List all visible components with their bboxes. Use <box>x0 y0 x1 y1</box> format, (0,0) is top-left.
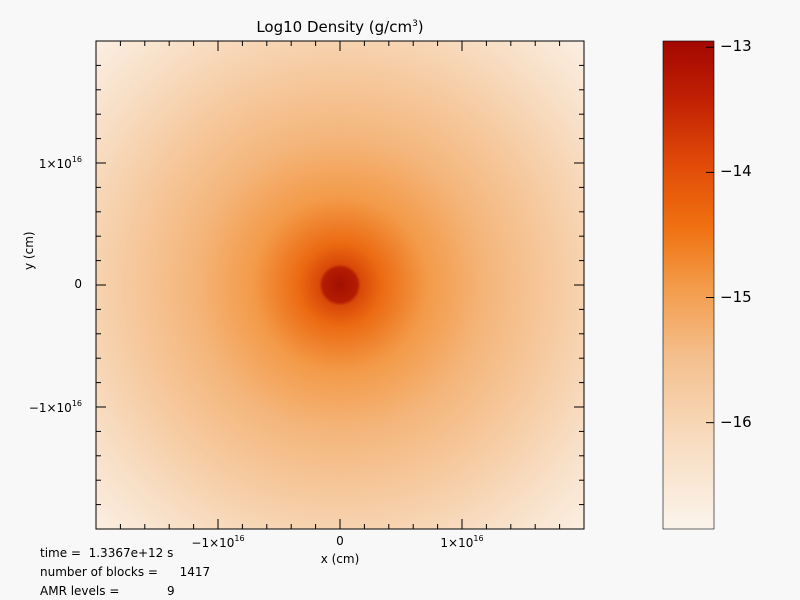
colorbar-tick-marks <box>706 46 714 424</box>
x-tick-label: 1×1016 <box>440 534 484 550</box>
x-axis-label: x (cm) <box>320 552 360 566</box>
time-readout: time = 1.3367e+12 s <box>40 546 174 560</box>
y-tick-label: 1×1016 <box>38 155 82 171</box>
x-tick-label: −1×1016 <box>191 534 245 550</box>
amr-levels-readout: AMR levels = 9 <box>40 584 175 598</box>
colorbar-tick-label: −14 <box>720 162 752 181</box>
plot-title: Log10 Density (g/cm3) <box>256 18 424 36</box>
x-tick-label: 0 <box>336 534 344 548</box>
minor-ticks <box>95 40 585 530</box>
y-tick-label: −1×1016 <box>28 399 82 415</box>
colorbar-tick-label: −13 <box>720 37 752 56</box>
colorbar <box>662 40 715 530</box>
density-heatmap <box>96 41 584 529</box>
y-tick-label: 0 <box>74 277 82 291</box>
y-axis-label: y (cm) <box>22 231 36 270</box>
block-count-readout: number of blocks = 1417 <box>40 565 211 579</box>
colorbar-tick-label: −15 <box>720 287 752 306</box>
colorbar-tick-label: −16 <box>720 412 752 431</box>
